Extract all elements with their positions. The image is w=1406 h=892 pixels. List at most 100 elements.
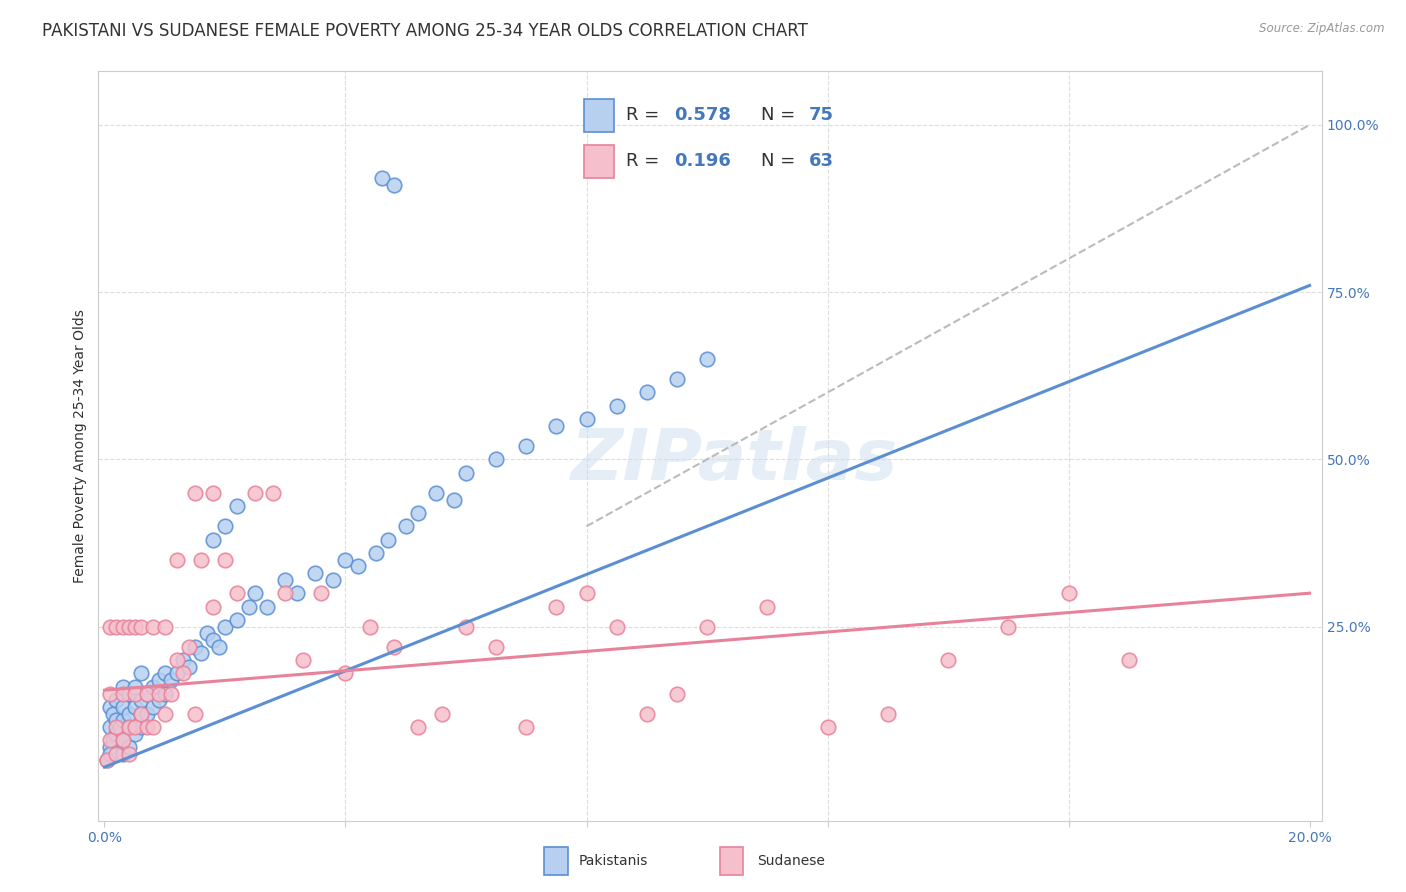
Point xyxy=(406,506,429,520)
Point xyxy=(148,673,170,687)
Point xyxy=(636,706,658,721)
Point xyxy=(105,726,128,740)
Point xyxy=(103,733,125,747)
Point xyxy=(606,619,628,633)
Point xyxy=(135,720,157,734)
Point xyxy=(184,706,207,721)
Point xyxy=(395,519,418,533)
Point xyxy=(148,687,170,701)
Point xyxy=(311,586,333,600)
Point xyxy=(117,687,139,701)
Point xyxy=(214,619,236,633)
Point xyxy=(153,666,176,681)
Point xyxy=(425,485,447,500)
Point xyxy=(129,619,152,633)
Point xyxy=(346,559,368,574)
Point xyxy=(226,613,249,627)
Point xyxy=(111,733,134,747)
Text: Sudanese: Sudanese xyxy=(756,855,825,868)
Point xyxy=(100,733,122,747)
Point xyxy=(135,687,157,701)
Point xyxy=(124,619,146,633)
Point xyxy=(103,706,125,721)
Point xyxy=(936,653,959,667)
Point xyxy=(696,351,718,366)
Point xyxy=(201,599,224,614)
Point xyxy=(636,385,658,400)
Point xyxy=(274,586,297,600)
Point xyxy=(546,419,568,434)
Point xyxy=(485,640,508,654)
Point xyxy=(184,485,207,500)
Point xyxy=(117,747,139,761)
Point xyxy=(105,747,128,761)
Point xyxy=(100,747,122,761)
Point xyxy=(184,640,207,654)
Point xyxy=(606,399,628,413)
Point xyxy=(124,680,146,694)
Point xyxy=(124,699,146,714)
Point xyxy=(443,492,465,507)
Point xyxy=(111,619,134,633)
Point xyxy=(166,666,188,681)
Point xyxy=(117,720,139,734)
Point xyxy=(124,726,146,740)
Point xyxy=(285,586,308,600)
Point xyxy=(454,619,477,633)
Point xyxy=(335,666,357,681)
Y-axis label: Female Poverty Among 25-34 Year Olds: Female Poverty Among 25-34 Year Olds xyxy=(73,309,87,583)
Point xyxy=(135,687,157,701)
Point xyxy=(665,687,688,701)
Point xyxy=(696,619,718,633)
Point xyxy=(153,706,176,721)
Point xyxy=(274,573,297,587)
Point xyxy=(177,640,200,654)
Point xyxy=(148,693,170,707)
Point xyxy=(406,720,429,734)
Point xyxy=(243,485,266,500)
Point xyxy=(817,720,839,734)
Bar xyxy=(544,847,568,875)
Point xyxy=(108,720,131,734)
Point xyxy=(177,660,200,674)
Point xyxy=(100,740,122,755)
Point xyxy=(226,500,249,514)
Point xyxy=(243,586,266,600)
Point xyxy=(201,633,224,648)
Point xyxy=(335,552,357,567)
Point xyxy=(105,693,128,707)
Point xyxy=(454,466,477,480)
Point xyxy=(359,619,381,633)
Point xyxy=(382,178,405,193)
Point xyxy=(111,699,134,714)
Text: Pakistanis: Pakistanis xyxy=(578,855,648,868)
Point xyxy=(159,687,181,701)
Point xyxy=(201,533,224,547)
Point xyxy=(364,546,387,560)
Point xyxy=(190,552,212,567)
Point xyxy=(195,626,218,640)
Text: Source: ZipAtlas.com: Source: ZipAtlas.com xyxy=(1260,22,1385,36)
Point xyxy=(105,619,128,633)
Point xyxy=(142,619,165,633)
Point xyxy=(190,646,212,660)
Point xyxy=(1057,586,1080,600)
Point xyxy=(153,619,176,633)
Point xyxy=(997,619,1019,633)
Point xyxy=(292,653,315,667)
Point xyxy=(105,720,128,734)
Point xyxy=(515,439,537,453)
Point xyxy=(756,599,779,614)
Point xyxy=(575,586,598,600)
Point xyxy=(142,699,165,714)
Point xyxy=(100,687,122,701)
Point xyxy=(256,599,278,614)
Point xyxy=(322,573,344,587)
Point xyxy=(485,452,508,467)
Point xyxy=(129,706,152,721)
Point xyxy=(111,714,134,728)
Point xyxy=(166,653,188,667)
Point xyxy=(304,566,326,581)
Point xyxy=(142,680,165,694)
Point xyxy=(262,485,284,500)
